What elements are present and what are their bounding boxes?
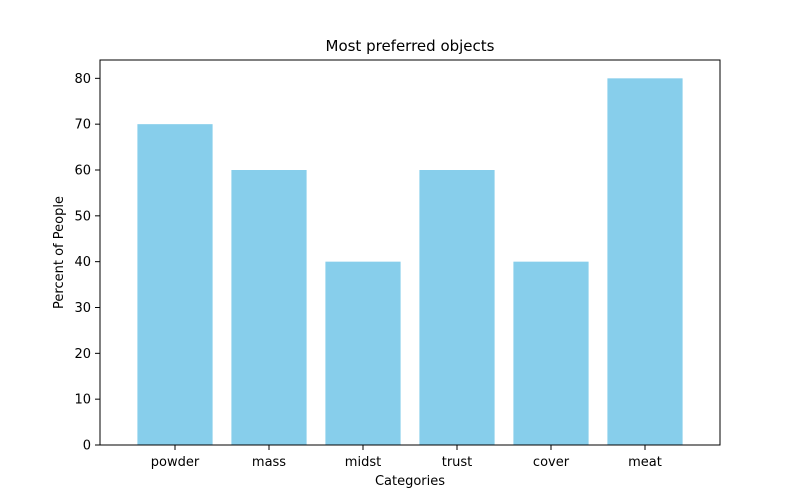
bar-cover xyxy=(513,261,589,445)
x-tick-label-mass: mass xyxy=(252,455,286,470)
y-tick-label-20: 20 xyxy=(74,347,91,362)
x-axis-ticks: powder mass midst trust cover meat xyxy=(151,445,662,470)
y-tick-label-0: 0 xyxy=(83,439,91,454)
y-tick-label-60: 60 xyxy=(74,164,91,179)
y-axis-label: Percent of People xyxy=(52,196,67,309)
y-axis-ticks: 0 10 20 30 40 50 60 70 80 xyxy=(74,72,100,454)
y-tick-label-40: 40 xyxy=(74,255,91,270)
y-tick-label-50: 50 xyxy=(74,209,91,224)
x-tick-label-meat: meat xyxy=(628,455,662,470)
bars-layer xyxy=(137,78,683,446)
bar-mass xyxy=(231,170,307,445)
bar-trust xyxy=(419,170,495,445)
bar-meat xyxy=(607,78,683,445)
chart-title: Most preferred objects xyxy=(326,37,495,55)
x-tick-label-powder: powder xyxy=(151,455,200,470)
x-tick-label-cover: cover xyxy=(533,455,570,470)
plot-frame xyxy=(99,59,721,446)
y-tick-label-10: 10 xyxy=(74,393,91,408)
y-tick-label-70: 70 xyxy=(74,118,91,133)
y-tick-label-80: 80 xyxy=(74,72,91,87)
bar-midst xyxy=(325,261,401,445)
x-tick-label-midst: midst xyxy=(345,455,381,470)
y-tick-label-30: 30 xyxy=(74,301,91,316)
x-axis-label: Categories xyxy=(375,474,445,489)
x-tick-label-trust: trust xyxy=(442,455,473,470)
bar-powder xyxy=(137,124,213,446)
